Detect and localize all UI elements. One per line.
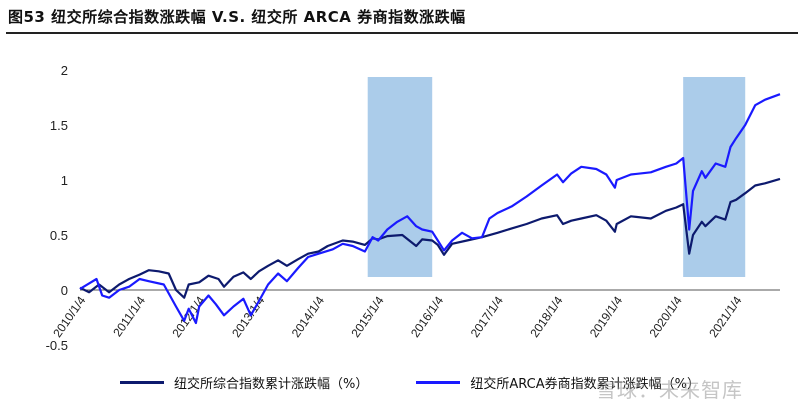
- shaded-period-0: [367, 77, 433, 277]
- x-tick-label-2: 2012/1/4: [169, 293, 207, 340]
- x-tick-label-7: 2017/1/4: [468, 293, 506, 340]
- x-tick-label-8: 2018/1/4: [527, 293, 565, 340]
- y-tick-label-0: -0.5: [46, 338, 68, 353]
- legend-label-arca: 纽交所ARCA券商指数累计涨跌幅（%）: [470, 376, 700, 392]
- legend-swatch-nyse: [120, 380, 164, 384]
- legend-swatch-arca: [416, 380, 461, 384]
- x-tick-label-10: 2020/1/4: [647, 293, 685, 340]
- x-tick-label-6: 2016/1/4: [408, 293, 446, 340]
- x-tick-label-3: 2013/1/4: [229, 293, 267, 340]
- y-tick-label-3: 1: [61, 173, 68, 188]
- shaded-period-1: [683, 77, 746, 277]
- x-tick-label-1: 2011/1/4: [110, 293, 148, 339]
- series-line-arca: [79, 93, 781, 325]
- y-tick-label-2: 0.5: [50, 228, 68, 243]
- x-tick-label-11: 2021/1/4: [706, 293, 744, 340]
- x-tick-label-4: 2014/1/4: [289, 293, 327, 340]
- x-tick-label-5: 2015/1/4: [348, 293, 386, 340]
- chart-legend: 纽交所综合指数累计涨跌幅（%） 纽交所ARCA券商指数累计涨跌幅（%）: [120, 370, 780, 394]
- series-line-nyse: [79, 177, 781, 299]
- legend-label-nyse: 纽交所综合指数累计涨跌幅（%）: [174, 376, 369, 392]
- legend-item-arca[interactable]: 纽交所ARCA券商指数累计涨跌幅（%）: [416, 373, 700, 392]
- x-tick-label-0: 2010/1/4: [50, 293, 88, 340]
- title-divider: [6, 32, 798, 34]
- legend-item-nyse[interactable]: 纽交所综合指数累计涨跌幅（%）: [120, 373, 368, 392]
- y-tick-label-1: 0: [61, 283, 68, 298]
- y-tick-label-4: 1.5: [50, 118, 68, 133]
- chart-title: 图53 纽交所综合指数涨跌幅 V.S. 纽交所 ARCA 券商指数涨跌幅: [8, 8, 466, 26]
- x-tick-label-9: 2019/1/4: [587, 293, 625, 340]
- watermark: 雪球：未来智库: [596, 378, 743, 402]
- y-tick-label-5: 2: [61, 63, 68, 78]
